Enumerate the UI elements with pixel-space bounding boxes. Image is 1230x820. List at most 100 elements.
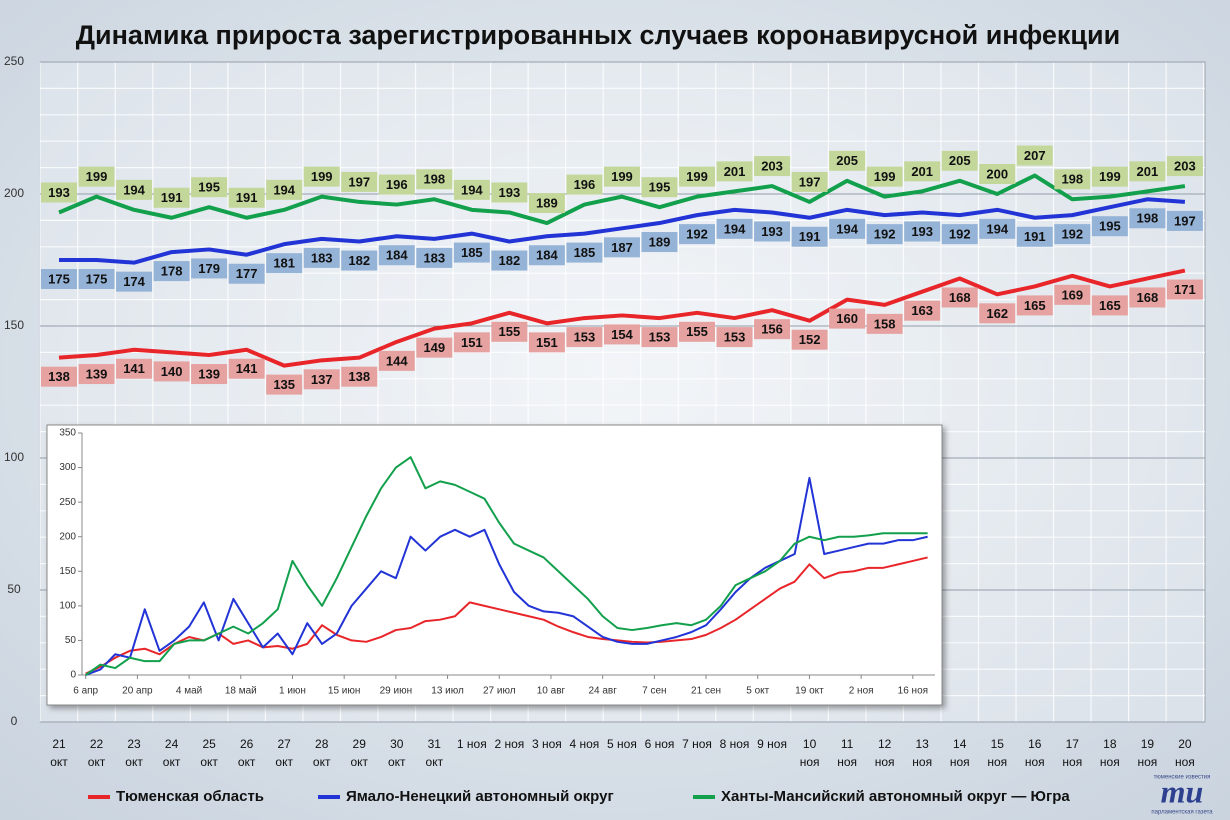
value-label: 168 [1137, 290, 1159, 305]
value-label: 200 [986, 166, 1008, 181]
value-label-box [941, 224, 978, 245]
value-label-box [866, 313, 903, 334]
value-label: 141 [123, 361, 145, 376]
value-label: 138 [348, 369, 370, 384]
value-label: 194 [836, 221, 858, 236]
value-label-box [1054, 224, 1091, 245]
value-label: 168 [949, 290, 971, 305]
x-tick-label: 30 окт [388, 737, 406, 769]
value-label-box [566, 174, 603, 195]
value-label: 175 [86, 271, 108, 286]
value-label-box [41, 182, 77, 203]
inset-x-tick-label: 19 окт [795, 686, 824, 697]
value-label-box [1016, 145, 1053, 166]
value-label: 162 [986, 306, 1008, 321]
value-label-box [191, 258, 228, 279]
value-label-box [566, 327, 603, 348]
legend-label: Ханты-Мансийский автономный округ — Югра [721, 788, 1070, 805]
value-label-box [228, 187, 265, 208]
value-label-box [979, 218, 1016, 239]
value-label: 199 [611, 169, 633, 184]
value-label-box [491, 250, 528, 271]
value-label: 137 [311, 372, 333, 387]
x-tick-label: 24 окт [163, 737, 181, 769]
value-label-box [153, 261, 190, 282]
value-label: 197 [799, 174, 821, 189]
value-label: 192 [874, 227, 896, 242]
inset-y-tick-label: 0 [70, 670, 76, 681]
value-label-box [341, 366, 378, 387]
value-label: 185 [461, 245, 483, 260]
value-label-box [716, 327, 753, 348]
y-tick-label: 100 [4, 450, 24, 464]
value-label-box [754, 319, 791, 340]
value-label: 203 [1174, 159, 1196, 174]
value-label: 191 [161, 190, 183, 205]
inset-y-tick-label: 350 [59, 428, 76, 439]
logo-top: тюменские известия [1154, 775, 1211, 781]
value-label: 199 [1099, 169, 1121, 184]
value-label: 179 [198, 261, 220, 276]
value-label: 182 [499, 253, 521, 268]
x-tick-label: 26 окт [238, 737, 256, 769]
value-label-box [679, 321, 716, 342]
series-line [58, 268, 1186, 368]
inset-x-tick-label: 10 авг [537, 686, 566, 697]
value-label: 195 [1099, 219, 1121, 234]
value-label-box [1016, 295, 1053, 316]
inset-x-tick-label: 15 июн [328, 686, 361, 697]
x-tick-label: 16 ноя [1025, 737, 1045, 769]
inset-x-tick-label: 2 ноя [849, 686, 874, 697]
value-label: 199 [311, 169, 333, 184]
value-label-box [1091, 166, 1128, 187]
x-tick-label: 21 окт [50, 737, 68, 769]
value-label-box [41, 366, 77, 387]
value-label-box [191, 364, 228, 385]
value-label-box [904, 300, 941, 321]
value-label: 195 [198, 180, 220, 195]
value-label: 198 [1137, 211, 1159, 226]
inset-series-line [85, 476, 928, 676]
value-label: 185 [574, 245, 596, 260]
inset-y-tick-label: 300 [59, 462, 76, 473]
inset-x-tick-label: 1 июн [279, 686, 306, 697]
value-label-box [603, 237, 640, 258]
value-label: 189 [649, 234, 671, 249]
value-label-box [41, 269, 77, 289]
value-label: 153 [724, 330, 746, 345]
value-label-box [303, 369, 340, 390]
value-label-box [266, 374, 303, 395]
inset-frame [46, 424, 943, 706]
value-label: 169 [1061, 287, 1083, 302]
inset-x-tick-label: 7 сен [642, 686, 666, 697]
y-tick-label: 150 [4, 318, 24, 332]
series-line [59, 197, 1186, 265]
inset-x-tick-label: 24 авг [588, 686, 617, 697]
value-label-box [1129, 208, 1166, 229]
x-tick-label: 13 ноя [912, 737, 932, 769]
value-label-box [228, 358, 265, 379]
value-label: 194 [123, 182, 145, 197]
inset-x-tick-label: 20 апр [122, 686, 153, 697]
value-label-box [904, 221, 941, 242]
value-label: 152 [799, 332, 821, 347]
value-label: 196 [386, 177, 408, 192]
inset-x-tick-label: 21 сен [691, 686, 721, 697]
x-tick-label: 23 окт [125, 737, 143, 769]
value-label-box [1129, 161, 1166, 182]
value-label-box [116, 271, 153, 292]
value-label: 165 [1024, 298, 1046, 313]
value-label: 192 [686, 227, 708, 242]
value-label: 197 [348, 174, 370, 189]
inset-y-tick-label: 50 [65, 635, 77, 646]
value-label-box [1091, 216, 1128, 237]
value-label: 144 [386, 353, 408, 368]
inset-y-tick-label: 250 [59, 497, 76, 508]
value-label-box [153, 361, 190, 382]
value-label-box [754, 156, 791, 177]
value-label-box [603, 166, 640, 187]
value-label: 191 [236, 190, 258, 205]
x-tick-label: 15 ноя [987, 737, 1007, 769]
x-tick-label: 4 ноя [570, 737, 600, 751]
value-label: 194 [724, 221, 746, 236]
